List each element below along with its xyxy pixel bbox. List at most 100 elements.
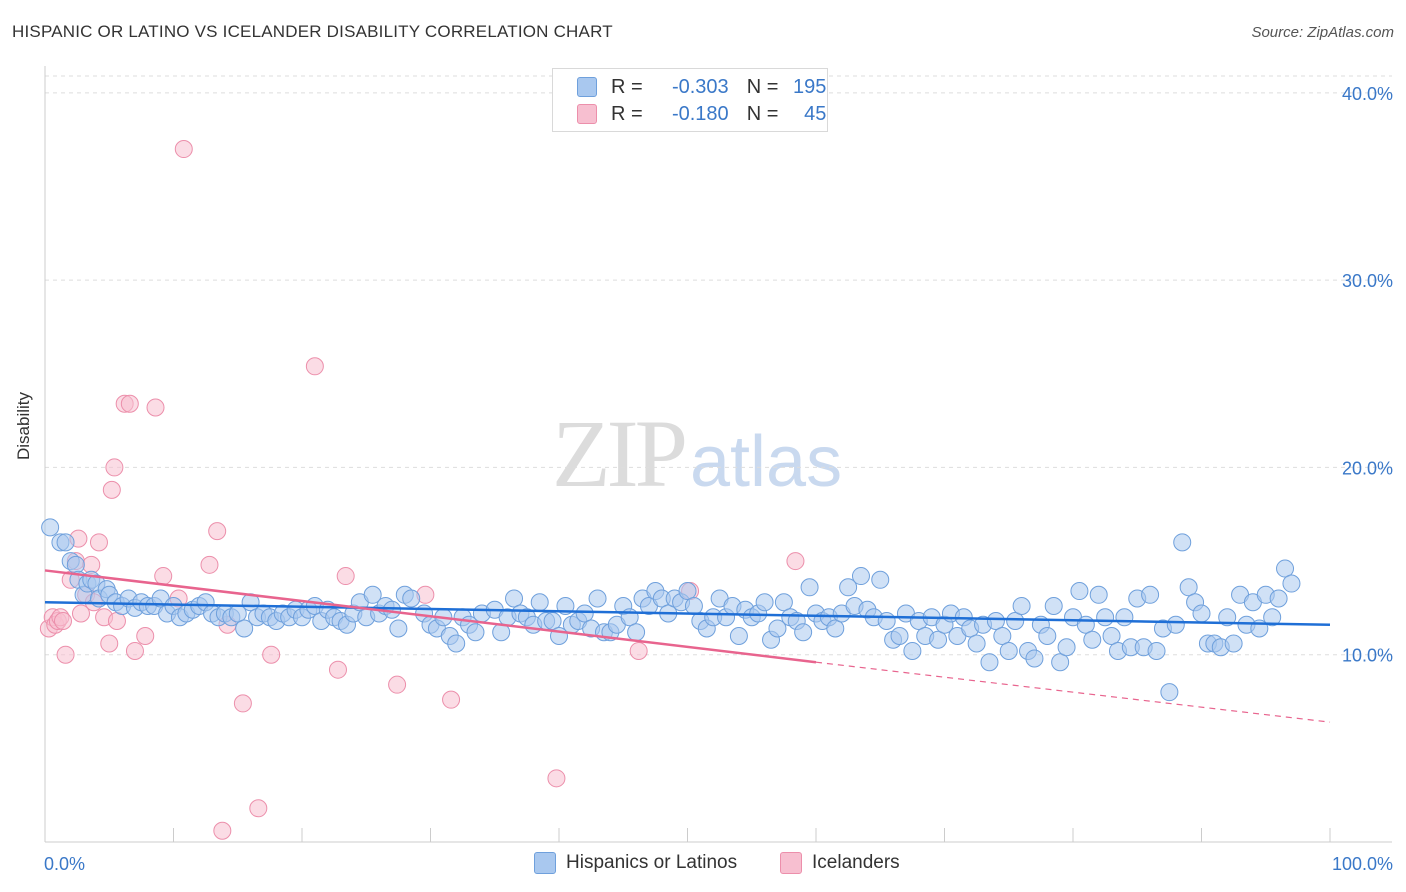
icelanders-point <box>200 555 219 574</box>
hispanics-point <box>903 641 922 660</box>
hispanics-point <box>826 619 845 638</box>
hispanics-point <box>678 582 697 601</box>
hispanics-point <box>877 612 896 631</box>
hispanics-point <box>1051 653 1070 672</box>
hispanics-point <box>1263 608 1282 627</box>
stats-box: R = -0.303 N = 195 R = -0.180 N = 45 <box>552 68 828 132</box>
chart-title: HISPANIC OR LATINO VS ICELANDER DISABILI… <box>12 22 613 41</box>
n-value: 195 <box>793 75 827 98</box>
icelanders-point <box>442 690 461 709</box>
grid-lines <box>45 75 1392 656</box>
hispanics-point <box>986 612 1005 631</box>
hispanics-point <box>505 589 524 608</box>
hispanics-point <box>575 604 594 623</box>
hispanics-point <box>794 623 813 642</box>
icelanders-point <box>174 140 193 159</box>
hispanics-point <box>363 585 382 604</box>
y-tick-label: 20.0% <box>1342 458 1393 478</box>
hispanics-point <box>1057 638 1076 657</box>
hispanics-point <box>402 589 421 608</box>
hispanics-point <box>1083 630 1102 649</box>
stats-row-hispanics: R = -0.303 N = 195 <box>577 74 826 100</box>
icelanders-point <box>125 641 144 660</box>
icelanders-point <box>120 394 139 413</box>
icelanders-points <box>39 140 805 840</box>
hispanics-point <box>1076 615 1095 634</box>
hispanics-point <box>755 593 774 612</box>
hispanics-point <box>1160 683 1179 702</box>
hispanics-point <box>1025 649 1044 668</box>
hispanics-point <box>1192 604 1211 623</box>
hispanics-point <box>627 623 646 642</box>
hispanics-point <box>56 533 75 552</box>
r-label: R = <box>611 102 643 125</box>
hispanics-point <box>684 597 703 616</box>
hispanics-point <box>999 641 1018 660</box>
hispanics-point <box>1070 582 1089 601</box>
watermark-zip: ZIP <box>552 400 688 507</box>
icelanders-point <box>629 641 648 660</box>
legend-item-hispanics[interactable]: Hispanics or Latinos <box>534 852 737 874</box>
y-tick-label: 10.0% <box>1342 646 1393 666</box>
watermark: ZIPatlas <box>552 398 842 509</box>
hispanics-point <box>543 612 562 631</box>
y-tick-label: 40.0% <box>1342 84 1393 104</box>
hispanics-points <box>41 518 1301 702</box>
x-tick-label-min: 0.0% <box>44 854 85 874</box>
y-tick-label: 30.0% <box>1342 271 1393 291</box>
icelanders-point <box>336 567 355 586</box>
hispanics-point <box>235 619 254 638</box>
hispanics-point <box>839 578 858 597</box>
hispanics-point <box>1224 634 1243 653</box>
y-tick-labels: 10.0% 20.0% 30.0% 40.0% <box>1342 84 1393 666</box>
stats-row-icelanders: R = -0.180 N = 45 <box>577 101 826 127</box>
hispanics-point <box>929 630 948 649</box>
hispanics-point <box>890 626 909 645</box>
hispanics-point <box>1166 615 1185 634</box>
hispanics-point <box>1089 585 1108 604</box>
hispanics-point <box>851 567 870 586</box>
icelanders-point <box>107 612 126 631</box>
hispanics-point <box>66 555 85 574</box>
icelanders-point <box>146 398 165 417</box>
hispanics-point <box>389 619 408 638</box>
icelanders-point <box>102 480 121 499</box>
y-axis-label: Disability <box>14 391 33 460</box>
hispanics-point <box>1179 578 1198 597</box>
hispanics-point <box>1115 608 1134 627</box>
icelanders-point <box>208 522 227 541</box>
hispanics-point <box>41 518 60 537</box>
hispanics-point <box>1044 597 1063 616</box>
legend-item-icelanders[interactable]: Icelanders <box>780 852 900 874</box>
hispanics-point <box>871 570 890 589</box>
hispanics-point <box>447 634 466 653</box>
hispanics-point <box>1096 608 1115 627</box>
hispanics-point <box>1276 559 1295 578</box>
icelanders-point <box>136 626 155 645</box>
hispanics-point <box>1102 626 1121 645</box>
source-label: Source: ZipAtlas.com <box>1251 24 1394 41</box>
icelanders-point <box>213 821 232 840</box>
hispanics-point <box>1282 574 1301 593</box>
icelanders-point <box>547 769 566 788</box>
legend-label: Icelanders <box>812 852 900 873</box>
r-label: R = <box>611 75 643 98</box>
icelanders-point <box>100 634 119 653</box>
icelanders-trend-line <box>44 569 817 664</box>
hispanics-point <box>466 623 485 642</box>
legend-swatch-pink <box>780 852 802 874</box>
r-value: -0.180 <box>671 102 729 125</box>
hispanics-trend-line <box>44 601 1331 626</box>
icelanders-point <box>82 555 101 574</box>
hispanics-point <box>1147 641 1166 660</box>
hispanics-point <box>980 653 999 672</box>
icelanders-point <box>249 799 268 818</box>
hispanics-point <box>1269 589 1288 608</box>
hispanics-point <box>1173 533 1192 552</box>
icelanders-point <box>305 357 324 376</box>
n-value: 45 <box>804 102 827 125</box>
hispanics-point <box>1038 626 1057 645</box>
trend-lines <box>44 569 1331 723</box>
icelanders-point <box>786 552 805 571</box>
